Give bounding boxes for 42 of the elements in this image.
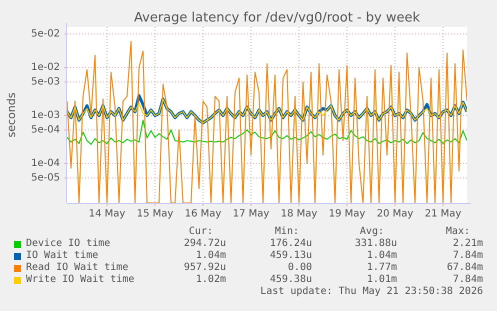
text: 1.01m: [366, 274, 397, 286]
text: 7.84m: [452, 250, 483, 262]
text: Last update: Thu May 21 23:50:38 2026: [260, 286, 483, 298]
x-tick-label: 20 May: [376, 208, 414, 220]
chart-title: Average latency for /dev/vg0/root - by week: [134, 10, 420, 26]
legend-label: Write IO Wait time: [26, 274, 134, 286]
text: Min:: [274, 226, 299, 238]
text: 7.84m: [452, 274, 483, 286]
text: Max:: [446, 226, 470, 238]
text: 294.72u: [184, 238, 226, 250]
legend-label: Read IO Wait time: [26, 262, 128, 274]
text: 176.24u: [270, 238, 312, 250]
y-tick-label: 5e-04: [31, 124, 60, 136]
x-tick-label: 17 May: [232, 208, 270, 220]
x-tick-label: 14 May: [88, 208, 126, 220]
x-tick-label: 18 May: [280, 208, 318, 220]
legend-label: IO Wait time: [26, 250, 98, 262]
legend-label: Device IO time: [26, 238, 110, 250]
text: 0.00: [288, 262, 312, 274]
text: 331.88u: [354, 238, 397, 250]
text: 1.04m: [366, 250, 397, 262]
x-tick-label: 15 May: [136, 208, 174, 220]
text: 1.77m: [366, 262, 397, 274]
text: 1.02m: [196, 274, 226, 286]
y-tick-label: 5e-05: [31, 172, 60, 184]
text: 459.13u: [270, 250, 312, 262]
text: Cur:: [188, 226, 213, 238]
text: 459.38u: [270, 274, 312, 286]
x-tick-label: 21 May: [424, 208, 462, 220]
text: 67.84m: [446, 262, 483, 274]
y-tick-label: 1e-02: [31, 62, 60, 74]
text: Avg:: [360, 226, 384, 238]
text: 1.04m: [196, 250, 226, 262]
y-tick-label: 5e-03: [31, 76, 60, 88]
x-tick-label: 16 May: [184, 208, 222, 220]
x-tick-label: 19 May: [328, 208, 366, 220]
text: 957.92u: [184, 262, 226, 274]
y-tick-label: 1e-04: [31, 158, 60, 170]
y-axis-title: seconds: [4, 92, 18, 138]
y-tick-label: 1e-03: [31, 110, 60, 122]
text: 2.21m: [452, 238, 483, 250]
y-tick-label: 5e-02: [31, 28, 60, 40]
